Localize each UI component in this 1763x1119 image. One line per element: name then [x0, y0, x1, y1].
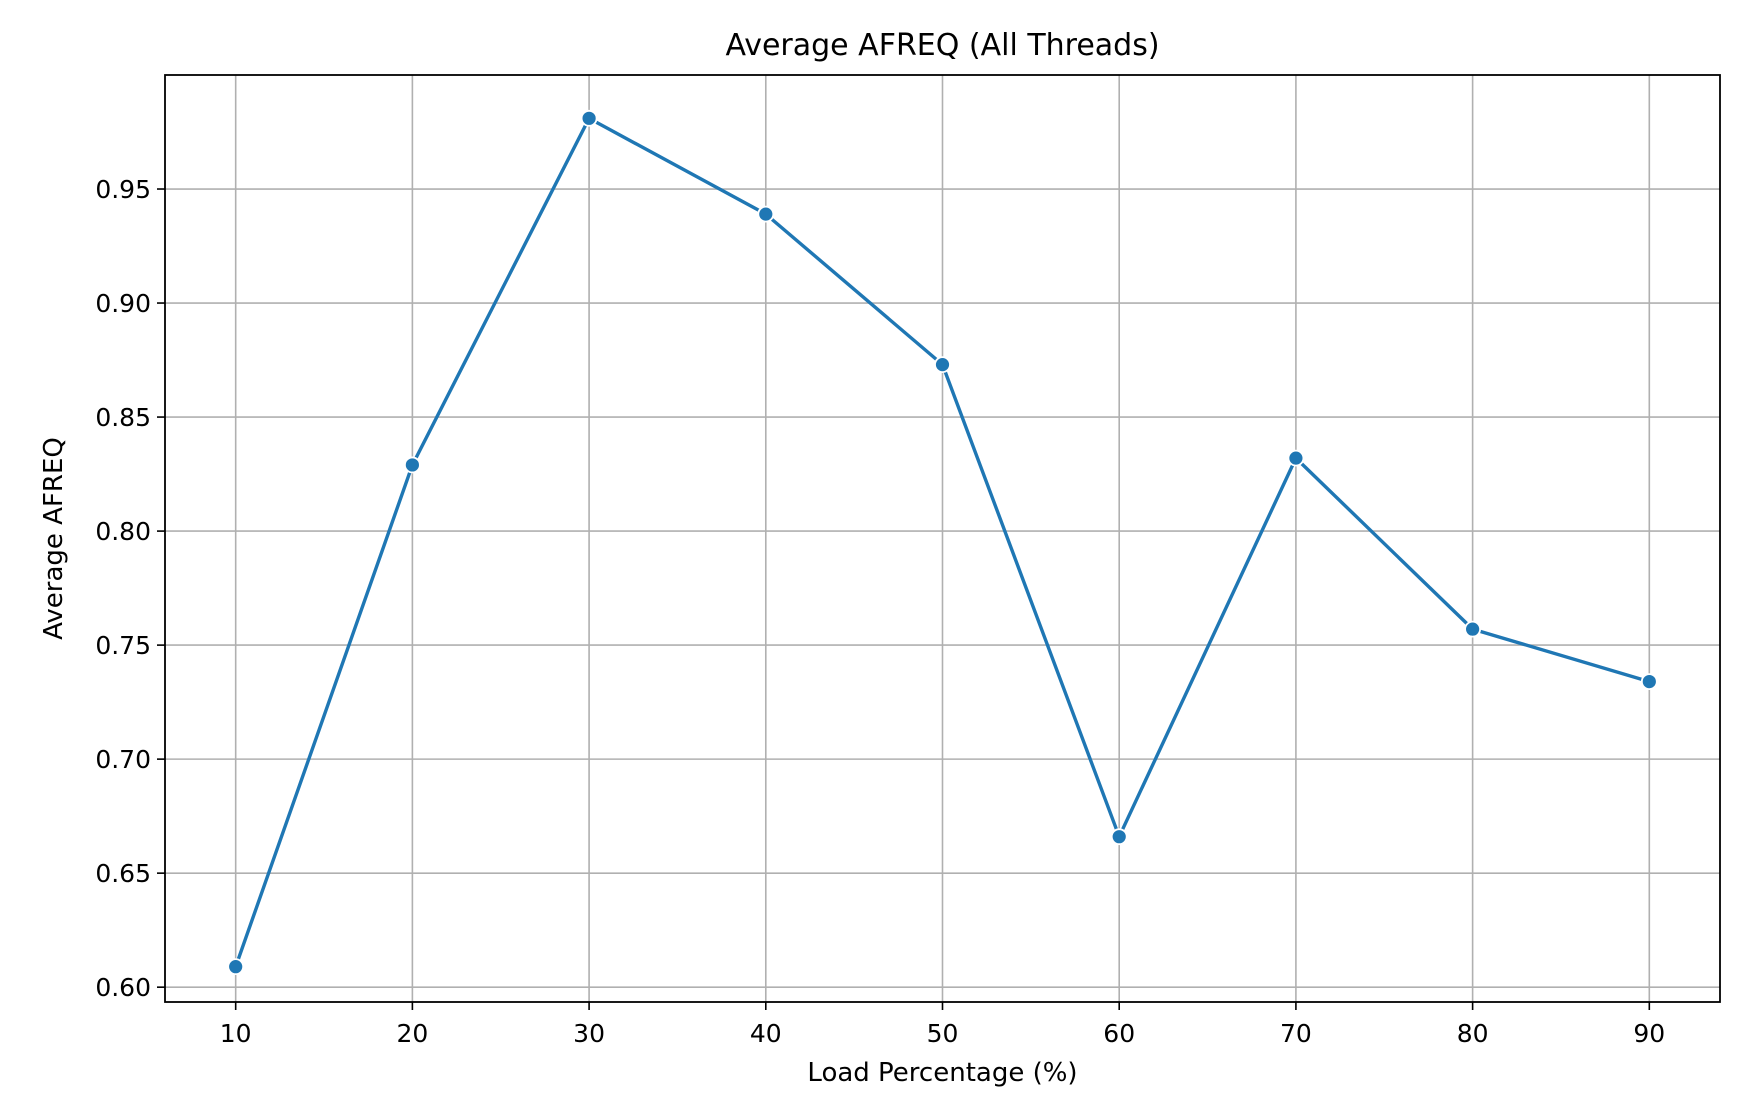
x-axis-label: Load Percentage (%)	[807, 1058, 1077, 1088]
data-point	[1287, 449, 1305, 467]
data-point	[403, 456, 421, 474]
chart-title: Average AFREQ (All Threads)	[725, 28, 1159, 63]
x-tick-label: 10	[220, 1019, 252, 1048]
x-tick-label: 30	[573, 1019, 605, 1048]
grid	[165, 75, 1720, 1002]
y-tick-label: 0.60	[95, 973, 151, 1002]
y-tick-label: 0.95	[95, 175, 151, 204]
x-tick-label: 90	[1633, 1019, 1665, 1048]
y-tick-label: 0.65	[95, 859, 151, 888]
data-point	[227, 958, 245, 976]
data-point	[934, 356, 951, 374]
x-tick-label: 60	[1103, 1019, 1135, 1048]
y-tick-label: 0.70	[95, 745, 151, 774]
data-point	[580, 109, 598, 127]
y-axis-label: Average AFREQ	[39, 437, 69, 640]
y-tick-label: 0.75	[95, 631, 151, 660]
data-point	[1110, 828, 1128, 846]
series-layer	[227, 109, 1658, 976]
x-tick-label: 20	[396, 1019, 428, 1048]
y-tick-label: 0.90	[95, 289, 151, 318]
y-tick-label: 0.80	[95, 517, 151, 546]
data-point	[757, 205, 775, 223]
x-tick-label: 50	[927, 1019, 959, 1048]
x-tick-label: 40	[750, 1019, 782, 1048]
y-tick-label: 0.85	[95, 403, 151, 432]
ticks: 10 20 30 40 50 60 70 80 90 0.60 0.65 0.70 0.75 0.80 0.…	[95, 175, 1665, 1048]
data-point	[1464, 620, 1482, 638]
x-tick-label: 80	[1457, 1019, 1489, 1048]
x-tick-label: 70	[1280, 1019, 1312, 1048]
data-point	[1640, 673, 1658, 690]
